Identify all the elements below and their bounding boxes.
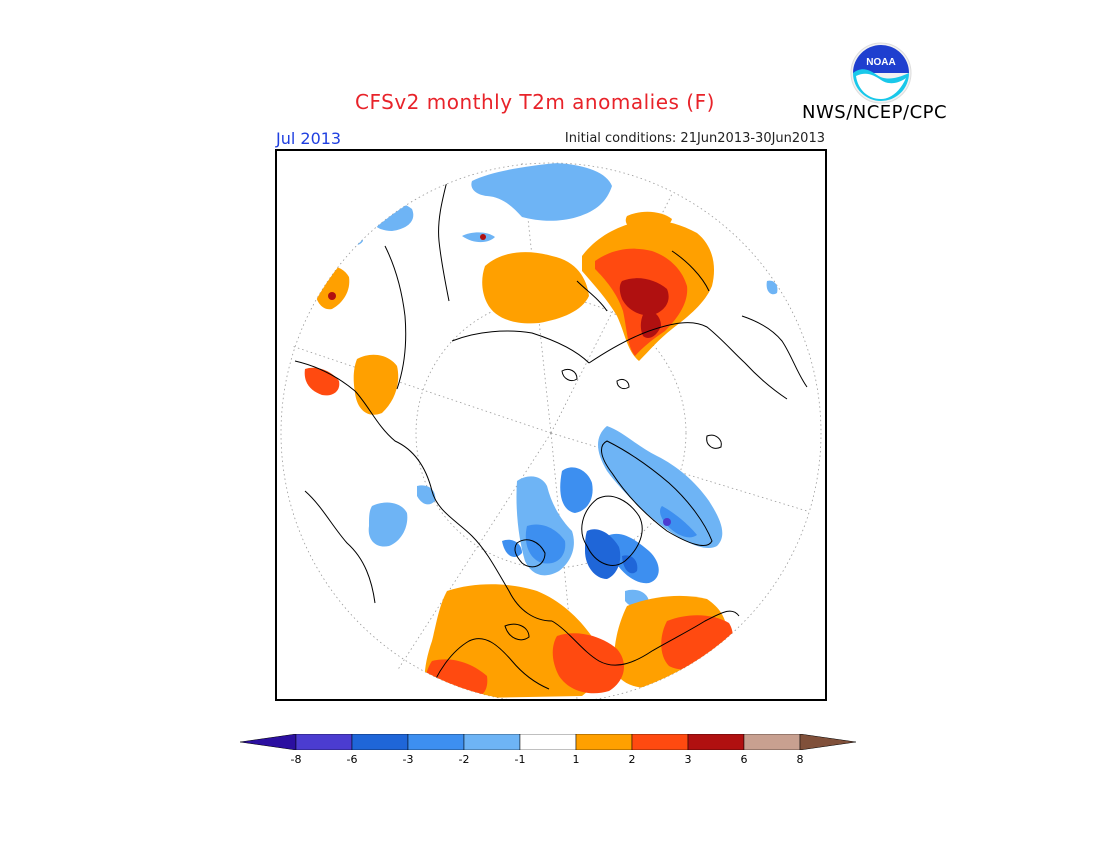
coastlines (294, 180, 808, 699)
anomaly-map (275, 149, 827, 701)
colorbar-swatch (631, 734, 689, 750)
colorbar-swatch (407, 734, 465, 750)
map-title: CFSv2 monthly T2m anomalies (F) (355, 90, 715, 114)
colorbar-swatch (463, 734, 521, 750)
colorbar-tick-label: 6 (740, 753, 748, 766)
colorbar-tick-label: -8 (290, 753, 302, 766)
colorbar-tick-label: -1 (514, 753, 526, 766)
polar-map-svg (280, 162, 822, 699)
colorbar-swatch (687, 734, 745, 750)
colorbar-max-arrow (799, 734, 857, 750)
colorbar-tick-label: -6 (346, 753, 358, 766)
agency-label: NWS/NCEP/CPC (802, 102, 948, 123)
anomaly-minus6-regions (663, 518, 671, 526)
colorbar-swatch (351, 734, 409, 750)
colorbar-tick-label: -3 (402, 753, 414, 766)
forecast-month: Jul 2013 (276, 129, 342, 148)
colorbar-tick-label: 8 (796, 753, 804, 766)
colorbar-tick-label: 2 (628, 753, 636, 766)
colorbar-swatch (295, 734, 353, 750)
color-scale-bar (240, 734, 857, 750)
noaa-logo: NOAA (850, 42, 912, 104)
colorbar-swatch (743, 734, 801, 750)
anomaly-plus3-regions (328, 234, 669, 338)
colorbar-tick-label: 1 (572, 753, 580, 766)
colorbar-min-arrow (240, 734, 297, 750)
colorbar-tick-label: -2 (458, 753, 470, 766)
colorbar-swatch (519, 734, 577, 750)
colorbar-tick-label: 3 (684, 753, 692, 766)
initial-conditions: Initial conditions: 21Jun2013-30Jun2013 (564, 131, 825, 146)
noaa-logo-text: NOAA (866, 57, 895, 68)
colorbar-swatch (575, 734, 633, 750)
